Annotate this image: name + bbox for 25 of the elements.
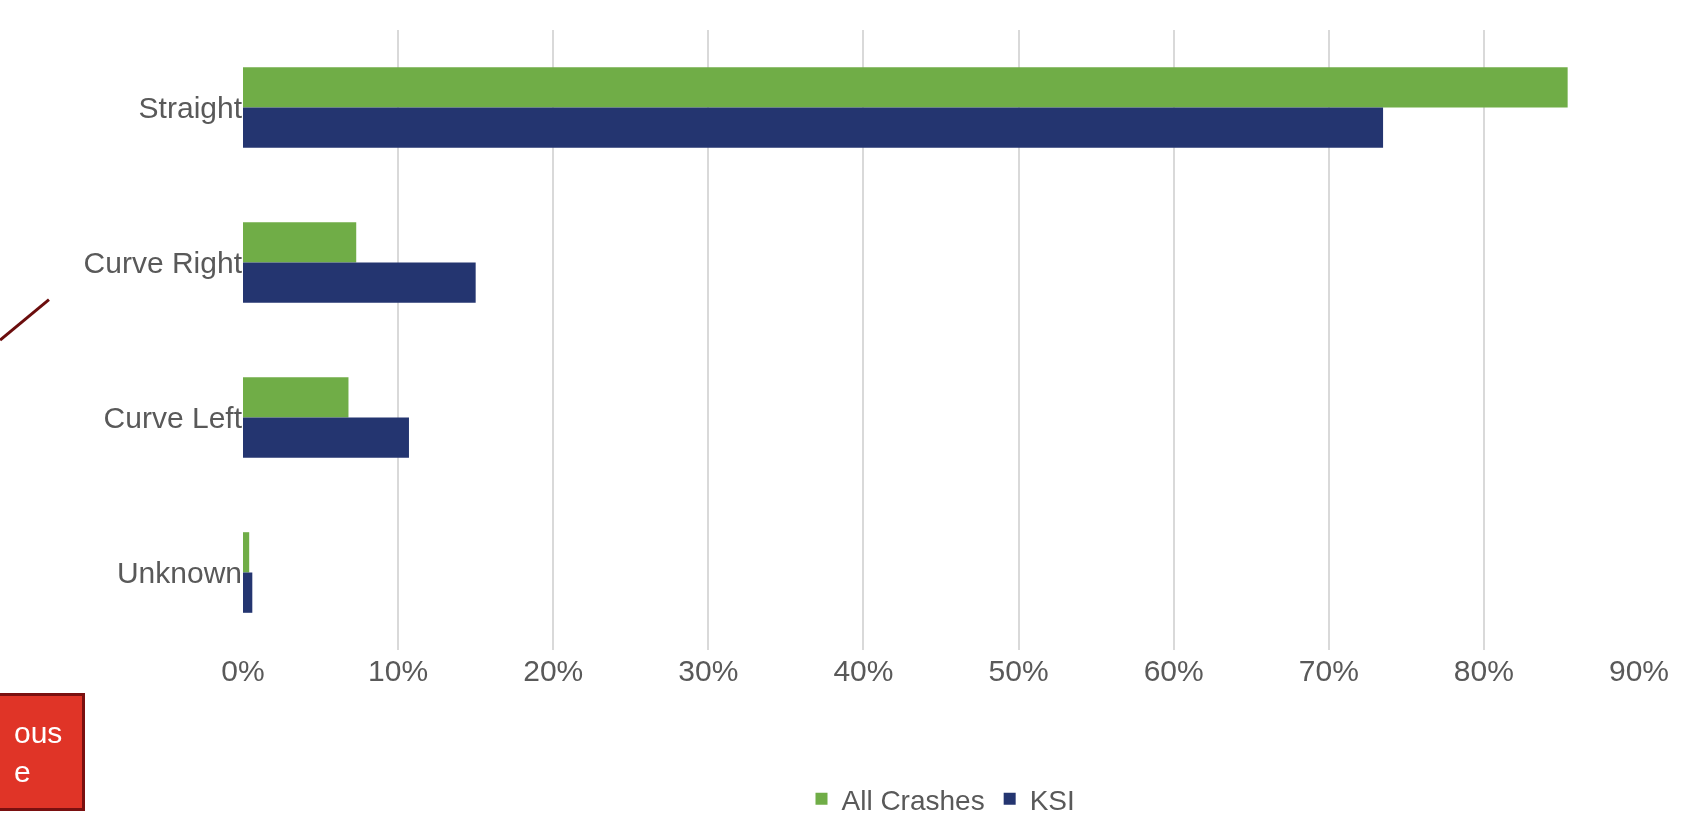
- x-tick-label: 10%: [368, 654, 429, 687]
- bar: [243, 107, 1384, 148]
- x-tick-label: 40%: [833, 654, 894, 687]
- bar: [243, 222, 357, 263]
- bar: [243, 262, 476, 303]
- bar: [243, 417, 409, 458]
- y-tick-label: Curve Left: [103, 401, 243, 434]
- x-tick-label: 30%: [678, 654, 739, 687]
- y-tick-label: Straight: [138, 91, 243, 124]
- legend-label: KSI: [1029, 784, 1075, 816]
- bar: [243, 377, 349, 418]
- legend-label: All Crashes: [841, 784, 985, 816]
- text: ous e: [14, 716, 63, 788]
- x-tick-label: 90%: [1608, 654, 1670, 687]
- bar: [243, 67, 1568, 108]
- x-tick-label: 0%: [221, 654, 265, 687]
- bar: [243, 532, 250, 573]
- x-tick-label: 60%: [1143, 654, 1204, 687]
- x-tick-label: 70%: [1298, 654, 1359, 687]
- x-tick-label: 20%: [523, 654, 584, 687]
- x-tick-label: 50%: [988, 654, 1049, 687]
- bar: [243, 572, 253, 613]
- y-tick-label: Unknown: [116, 556, 242, 589]
- x-tick-label: 80%: [1453, 654, 1514, 687]
- y-tick-label: Curve Right: [83, 246, 243, 279]
